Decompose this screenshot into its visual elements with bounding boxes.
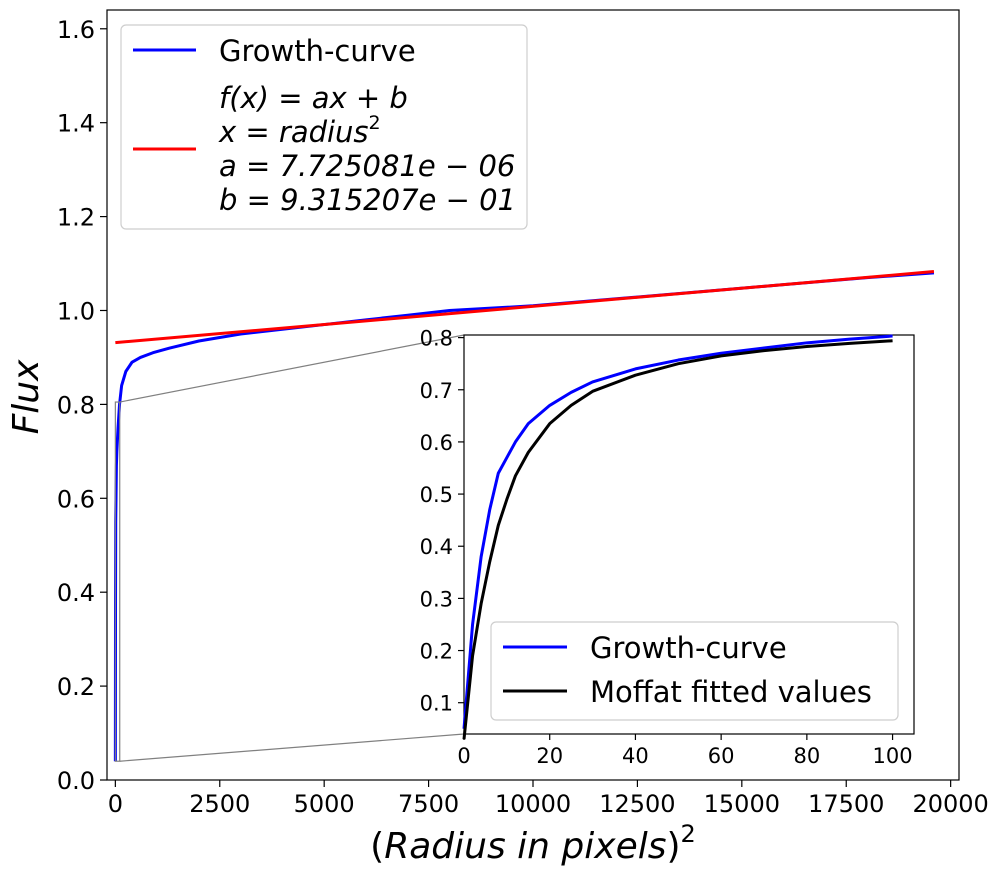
x-tick-label: 12500: [599, 790, 675, 818]
y-tick-label: 0.4: [57, 579, 95, 607]
inset-growth-curve-line: [462, 334, 893, 729]
main-series: [113, 270, 935, 762]
inset-series: [462, 334, 893, 740]
inset-y-tick-label: 0.2: [420, 640, 453, 664]
inset-y-tick-label: 0.5: [420, 483, 453, 507]
inset-y-tick-label: 0.1: [420, 692, 453, 716]
inset-legend-growth-curve-label: Growth-curve: [590, 631, 787, 665]
inset-moffat-line: [462, 339, 893, 740]
legend-fit-formula: f(x) = ax + b: [219, 81, 408, 115]
x-tick-label: 15000: [704, 790, 780, 818]
inset-ticks: 0 20 40 60 80 100 0.1 0.2 0.3 0.4 0.5 0.6 0.7 0.8: [420, 327, 913, 768]
zoom-connector-top: [119, 334, 465, 403]
inset-x-tick-label: 80: [793, 744, 820, 768]
x-tick-label: 5000: [294, 790, 355, 818]
legend-fit-b-value: b = 9.315207e − 01: [219, 183, 516, 217]
x-tick-label: 10000: [495, 790, 571, 818]
legend-growth-curve-label: Growth-curve: [219, 34, 416, 68]
main-legend: Growth-curve f(x) = ax + b x = radius2 a…: [120, 24, 528, 230]
inset-y-tick-label: 0.7: [420, 379, 453, 403]
zoom-region-box: [114, 401, 121, 762]
y-tick-label: 0.2: [57, 673, 95, 701]
y-tick-label: 0.6: [57, 485, 95, 513]
y-tick-label: 1.0: [57, 297, 95, 325]
main-legend-frame: [120, 24, 528, 230]
inset-x-tick-label: 0: [457, 744, 470, 768]
inset-x-tick-label: 100: [873, 744, 913, 768]
main-ticks: 0 2500 5000 7500 10000 12500 15000 17500 20000 0.…: [57, 16, 988, 818]
x-tick-label: 20000: [912, 790, 988, 818]
y-tick-label: 1.4: [57, 110, 95, 138]
inset-x-tick-label: 60: [708, 744, 735, 768]
inset-y-tick-label: 0.8: [420, 327, 453, 351]
legend-fit-x-definition: x = radius2: [218, 112, 381, 149]
y-tick-label: 1.6: [57, 16, 95, 44]
x-tick-label: 0: [108, 790, 123, 818]
x-tick-label: 2500: [189, 790, 250, 818]
y-axis-title: Flux: [6, 359, 47, 435]
linear-fit-line: [115, 270, 935, 345]
x-tick-label: 17500: [808, 790, 884, 818]
legend-fit-a-value: a = 7.725081e − 06: [219, 149, 515, 183]
inset-legend-moffat-label: Moffat fitted values: [590, 675, 872, 709]
x-tick-label: 7500: [398, 790, 459, 818]
y-tick-label: 1.2: [57, 204, 95, 232]
zoom-connector-bottom: [119, 733, 465, 762]
y-tick-label: 0.8: [57, 391, 95, 419]
inset-legend: Growth-curve Moffat fitted values: [490, 621, 899, 721]
inset-x-tick-label: 40: [622, 744, 649, 768]
inset-x-tick-label: 20: [536, 744, 563, 768]
inset-y-tick-label: 0.6: [420, 431, 453, 455]
zoom-indicator: [114, 334, 465, 762]
y-tick-label: 0.0: [57, 767, 95, 795]
x-axis-title: (Radius in pixels)2: [370, 820, 696, 867]
inset-legend-frame: [490, 621, 899, 721]
inset-y-tick-label: 0.3: [420, 587, 453, 611]
inset-y-tick-label: 0.4: [420, 535, 453, 559]
